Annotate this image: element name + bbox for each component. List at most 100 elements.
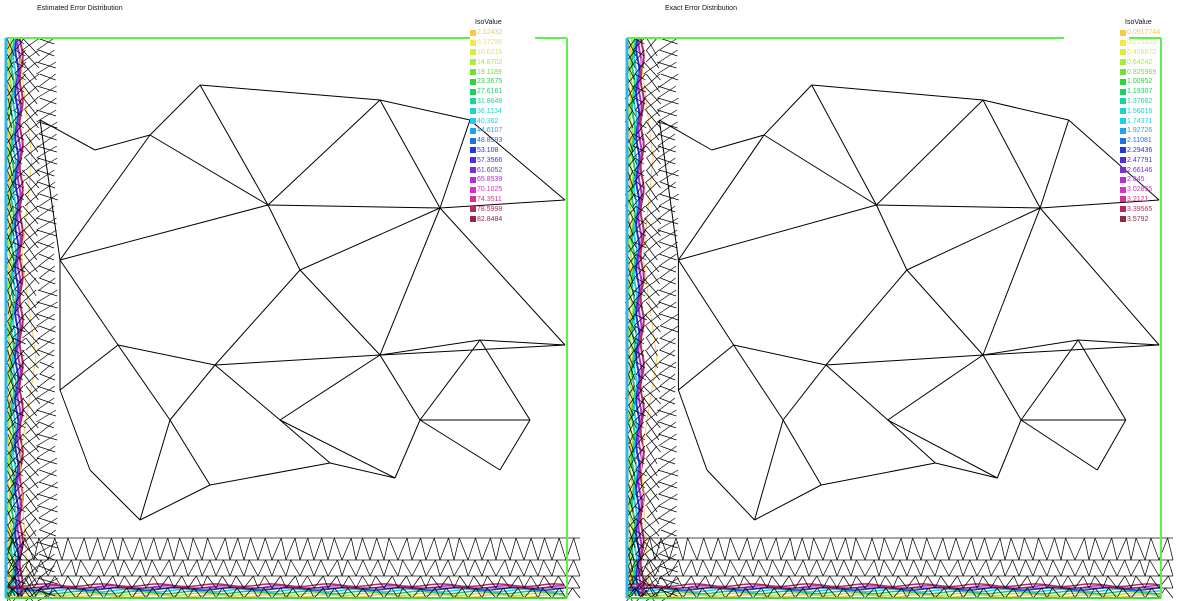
mesh-edge bbox=[1102, 559, 1110, 577]
mesh-edge bbox=[696, 575, 706, 589]
mesh-edge bbox=[243, 587, 253, 599]
legend-item: 0.275323 bbox=[1120, 38, 1188, 48]
mesh-edge bbox=[864, 559, 875, 577]
mesh-edge bbox=[7, 349, 14, 369]
mesh-edge bbox=[634, 337, 645, 351]
panel-exact: Exact Error Distribution IsoValue 0.0917… bbox=[594, 0, 1188, 601]
mesh-edge bbox=[1004, 575, 1015, 589]
legend-swatch bbox=[1120, 69, 1126, 76]
mesh-edge bbox=[660, 277, 676, 291]
mesh-edge bbox=[1013, 587, 1020, 599]
mesh-edge bbox=[677, 134, 765, 261]
legend-item: 57.3566 bbox=[470, 155, 540, 165]
mesh-edge bbox=[659, 565, 678, 573]
legend-value: 1.74371 bbox=[1127, 117, 1153, 125]
mesh-edge bbox=[658, 541, 678, 549]
legend-value: 74.3511 bbox=[477, 195, 502, 203]
mesh-edge bbox=[22, 445, 40, 465]
domain-boundary bbox=[625, 37, 1162, 599]
mesh-edge bbox=[976, 587, 984, 599]
mesh-edge bbox=[24, 193, 40, 207]
domain-boundary bbox=[4, 37, 568, 599]
mesh-edge bbox=[710, 587, 721, 599]
mesh-edge bbox=[23, 73, 40, 87]
legend-value: 0.0917744 bbox=[1127, 29, 1161, 37]
mesh-edge bbox=[39, 361, 55, 375]
mesh-edge bbox=[677, 389, 708, 471]
mesh-edge bbox=[126, 587, 133, 599]
mesh-edge bbox=[643, 61, 661, 81]
legend-item: 2.66146 bbox=[1120, 165, 1188, 175]
mesh-edge bbox=[307, 537, 315, 561]
mesh-edge bbox=[14, 529, 27, 543]
mesh-edge bbox=[658, 119, 679, 261]
mesh-edge bbox=[646, 301, 661, 315]
mesh-edge bbox=[982, 99, 1041, 209]
legend-swatch bbox=[1120, 147, 1126, 154]
mesh-edge bbox=[634, 73, 646, 87]
mesh-edge bbox=[481, 559, 489, 577]
mesh-edge bbox=[14, 361, 24, 369]
mesh-edge bbox=[934, 537, 944, 561]
mesh-edge bbox=[23, 217, 38, 231]
mesh-edge bbox=[481, 587, 488, 599]
mesh-edge bbox=[23, 85, 38, 99]
legend-item: 1.92726 bbox=[1120, 126, 1188, 136]
mesh-edge bbox=[702, 559, 712, 577]
mesh-edge bbox=[645, 325, 660, 339]
legend-swatch bbox=[470, 49, 476, 56]
mesh-edge bbox=[1116, 537, 1127, 561]
mesh-edge bbox=[634, 493, 645, 501]
legend-item: 2.11081 bbox=[1120, 136, 1188, 146]
mesh-edge bbox=[279, 419, 331, 464]
legend-swatch bbox=[1120, 49, 1126, 56]
mesh-edge bbox=[657, 109, 678, 117]
mesh-edge bbox=[59, 344, 119, 391]
mesh-edge bbox=[518, 575, 525, 589]
legend-swatch bbox=[1120, 176, 1126, 183]
mesh-edge bbox=[467, 575, 475, 589]
mesh-edge bbox=[828, 587, 838, 599]
mesh-edge bbox=[654, 537, 662, 561]
mesh-edge bbox=[517, 587, 525, 599]
legend-swatch bbox=[1120, 78, 1126, 85]
mesh-edge bbox=[633, 289, 646, 297]
mesh-edge bbox=[543, 559, 553, 577]
mesh-edge bbox=[658, 289, 677, 303]
mesh-edge bbox=[201, 587, 211, 599]
mesh-edge bbox=[645, 181, 658, 195]
mesh-edge bbox=[36, 409, 57, 423]
mesh-edge bbox=[24, 505, 41, 519]
mesh-edge bbox=[369, 559, 379, 577]
mesh-edge bbox=[644, 565, 660, 585]
mesh-edge bbox=[634, 265, 646, 279]
mesh-edge bbox=[633, 349, 645, 357]
mesh-edge bbox=[433, 537, 441, 561]
mesh-edge bbox=[501, 575, 511, 589]
mesh-edge bbox=[12, 253, 23, 261]
mesh-edge bbox=[28, 559, 35, 577]
mesh-edge bbox=[481, 537, 491, 561]
mesh-edge bbox=[635, 277, 647, 285]
mesh-edge bbox=[38, 505, 58, 519]
mesh-edge bbox=[927, 575, 936, 589]
mesh-edge bbox=[845, 537, 852, 561]
mesh-edge bbox=[495, 559, 506, 577]
mesh-edge bbox=[657, 229, 678, 243]
mesh-edge bbox=[920, 575, 928, 589]
mesh-edge bbox=[37, 241, 55, 255]
mesh-edge bbox=[467, 559, 476, 577]
mesh-edge bbox=[24, 241, 38, 261]
mesh-edge bbox=[657, 85, 677, 93]
mesh-edge bbox=[138, 587, 147, 599]
mesh-edge bbox=[307, 559, 315, 577]
mesh-edge bbox=[745, 587, 754, 599]
mesh-edge bbox=[290, 559, 301, 577]
mesh-edge bbox=[656, 61, 677, 69]
legend-swatch bbox=[1120, 196, 1126, 203]
mesh-edge bbox=[659, 397, 676, 405]
mesh-edge bbox=[789, 537, 796, 561]
mesh-edge bbox=[19, 559, 30, 577]
mesh-edge bbox=[383, 537, 390, 561]
legend-value: 3.02855 bbox=[1127, 186, 1153, 194]
